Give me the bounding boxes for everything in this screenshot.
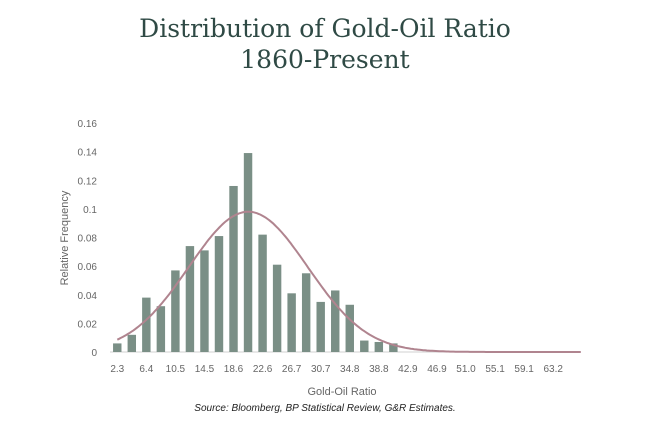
histogram-bar xyxy=(331,290,340,352)
chart-title: Distribution of Gold-Oil Ratio xyxy=(139,14,511,43)
histogram-bar xyxy=(171,270,180,352)
x-tick-label: 63.2 xyxy=(543,364,563,375)
histogram-bar xyxy=(374,341,384,352)
x-tick-label: 46.9 xyxy=(427,364,447,375)
histogram-bar xyxy=(113,343,122,352)
histogram-bar xyxy=(185,246,195,352)
histogram-bar xyxy=(214,236,224,352)
histogram-bar xyxy=(127,334,137,352)
source-note: Source: Bloomberg, BP Statistical Review… xyxy=(194,403,456,414)
x-tick-label: 6.4 xyxy=(139,364,153,375)
histogram-bar xyxy=(258,234,267,352)
y-tick-label: 0.12 xyxy=(78,176,98,187)
histogram-bar xyxy=(360,340,369,352)
x-tick-label: 18.6 xyxy=(224,364,244,375)
histogram-bar xyxy=(156,306,166,352)
x-tick-label: 22.6 xyxy=(253,364,273,375)
x-tick-label: 55.1 xyxy=(485,364,505,375)
histogram-bar xyxy=(229,185,238,352)
y-tick-label: 0.02 xyxy=(78,319,98,330)
y-tick-label: 0.1 xyxy=(83,205,97,216)
y-tick-label: 0.08 xyxy=(78,234,98,245)
x-tick-label: 2.3 xyxy=(110,364,124,375)
x-tick-label: 38.8 xyxy=(369,364,389,375)
y-tick-label: 0.14 xyxy=(78,148,98,159)
y-tick-label: 0.04 xyxy=(78,291,98,302)
x-tick-label: 10.5 xyxy=(166,364,186,375)
histogram-bar xyxy=(200,250,209,352)
chart-subtitle: 1860-Present xyxy=(240,45,410,74)
histogram-bar xyxy=(345,304,354,352)
x-tick-label: 14.5 xyxy=(195,364,215,375)
histogram-bar xyxy=(287,293,296,352)
x-tick-label: 51.0 xyxy=(456,364,476,375)
histogram-bar xyxy=(272,264,282,352)
x-tick-label: 26.7 xyxy=(282,364,302,375)
y-axis-label: Relative Frequency xyxy=(59,190,71,285)
y-tick-label: 0.06 xyxy=(78,262,98,273)
x-tick-label: 30.7 xyxy=(311,364,331,375)
x-tick-label: 42.9 xyxy=(398,364,418,375)
histogram-bar xyxy=(316,301,325,352)
y-tick-label: 0 xyxy=(91,348,97,359)
histogram-bar xyxy=(243,153,253,352)
normal-fit-curve xyxy=(116,210,581,353)
x-tick-label: 34.8 xyxy=(340,364,360,375)
histogram-bar xyxy=(142,297,151,352)
histogram-bar xyxy=(389,343,398,352)
y-tick-label: 0.16 xyxy=(78,119,98,130)
x-axis-label: Gold-Oil Ratio xyxy=(307,386,376,398)
histogram-bar xyxy=(301,273,311,352)
x-tick-label: 59.1 xyxy=(514,364,534,375)
